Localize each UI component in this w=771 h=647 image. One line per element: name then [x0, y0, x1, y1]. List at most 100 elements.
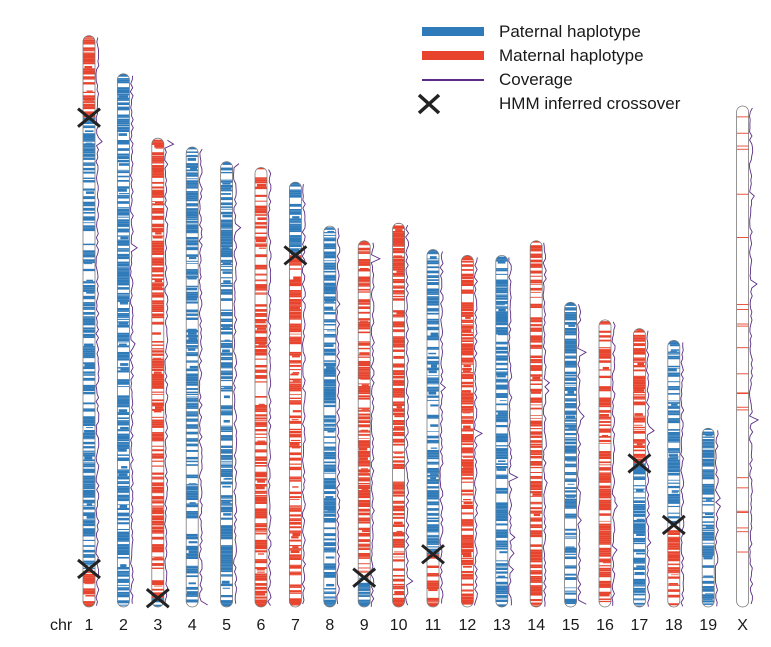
marker-band [358, 547, 371, 549]
marker-band [633, 510, 646, 514]
marker-band [495, 364, 508, 366]
marker-band [427, 503, 439, 506]
marker-band [258, 403, 265, 405]
marker-band [633, 469, 646, 472]
marker-band [83, 371, 95, 374]
marker-band [291, 536, 299, 539]
marker-band [633, 477, 646, 480]
marker-band [461, 573, 474, 575]
marker-band [151, 215, 164, 219]
marker-band [599, 534, 611, 536]
marker-band [325, 556, 335, 559]
marker-band [358, 563, 371, 565]
marker-band [702, 555, 713, 558]
marker-band [599, 451, 611, 454]
marker-band [667, 564, 680, 566]
marker-band [633, 398, 646, 400]
marker-band [151, 224, 164, 228]
marker-band [530, 507, 543, 510]
marker-band [392, 349, 405, 352]
marker-band [117, 159, 130, 163]
marker-band [220, 184, 233, 188]
marker-band [392, 331, 405, 333]
marker-band [358, 519, 371, 522]
marker-band [599, 547, 611, 551]
marker-band [186, 224, 199, 228]
marker-band [427, 540, 439, 544]
marker-band [151, 235, 164, 237]
marker-band [188, 550, 198, 554]
marker-band [289, 194, 302, 198]
marker-band [155, 232, 162, 235]
marker-band [633, 369, 646, 371]
marker-band [83, 95, 95, 98]
marker-band [599, 436, 611, 438]
marker-band [117, 604, 130, 606]
marker-band [495, 346, 508, 348]
marker-band [530, 266, 543, 268]
marker-band [256, 184, 267, 187]
marker-band [530, 279, 543, 282]
chromosome-label-15: 15 [562, 617, 580, 634]
marker-band [323, 245, 336, 248]
marker-band [530, 481, 543, 484]
marker-band [117, 421, 130, 424]
marker-band [118, 193, 130, 195]
marker-band [495, 268, 508, 270]
marker-band [154, 280, 163, 283]
marker-band [461, 255, 474, 258]
marker-band [392, 337, 405, 340]
marker-band [323, 480, 336, 484]
marker-band [358, 463, 371, 465]
chromosome-label-8: 8 [325, 617, 334, 634]
marker-band [358, 385, 371, 388]
marker-band [462, 456, 474, 458]
marker-band [530, 255, 543, 258]
marker-band [393, 521, 403, 525]
marker-band [667, 419, 680, 421]
marker-band [461, 334, 474, 337]
marker-band [255, 273, 267, 275]
marker-band [255, 542, 267, 545]
marker-band [152, 236, 163, 239]
marker-band [427, 550, 439, 552]
marker-band [495, 529, 508, 532]
marker-band [599, 473, 611, 476]
marker-band [151, 517, 164, 521]
legend-swatch-paternal [417, 20, 487, 44]
marker-band [599, 430, 611, 433]
marker-band [83, 285, 95, 288]
marker-band [667, 448, 680, 451]
marker-band [154, 144, 164, 148]
marker-band [323, 344, 334, 347]
marker-band [427, 476, 439, 478]
marker-band [117, 127, 130, 130]
marker-band [83, 592, 95, 595]
marker-band [461, 506, 474, 510]
marker-band [495, 448, 508, 452]
marker-band [599, 421, 611, 423]
marker-band [186, 146, 199, 150]
marker-band [117, 109, 130, 111]
marker-band [83, 57, 95, 59]
marker-band [667, 372, 680, 375]
marker-band [358, 413, 371, 416]
marker-band [220, 233, 233, 235]
marker-band [427, 279, 439, 281]
marker-band [530, 361, 543, 364]
marker-band [289, 402, 302, 405]
marker-band [427, 520, 439, 522]
marker-band [151, 304, 164, 307]
marker-band [496, 256, 508, 260]
marker-band [530, 517, 543, 519]
marker-band [117, 433, 130, 436]
marker-band [633, 530, 646, 533]
marker-band [736, 323, 749, 325]
marker-band [599, 523, 611, 526]
marker-band [495, 545, 508, 546]
marker-band [530, 327, 543, 330]
marker-band [564, 386, 577, 389]
marker-band [220, 197, 233, 201]
marker-band [530, 287, 543, 291]
marker-band [495, 269, 508, 272]
